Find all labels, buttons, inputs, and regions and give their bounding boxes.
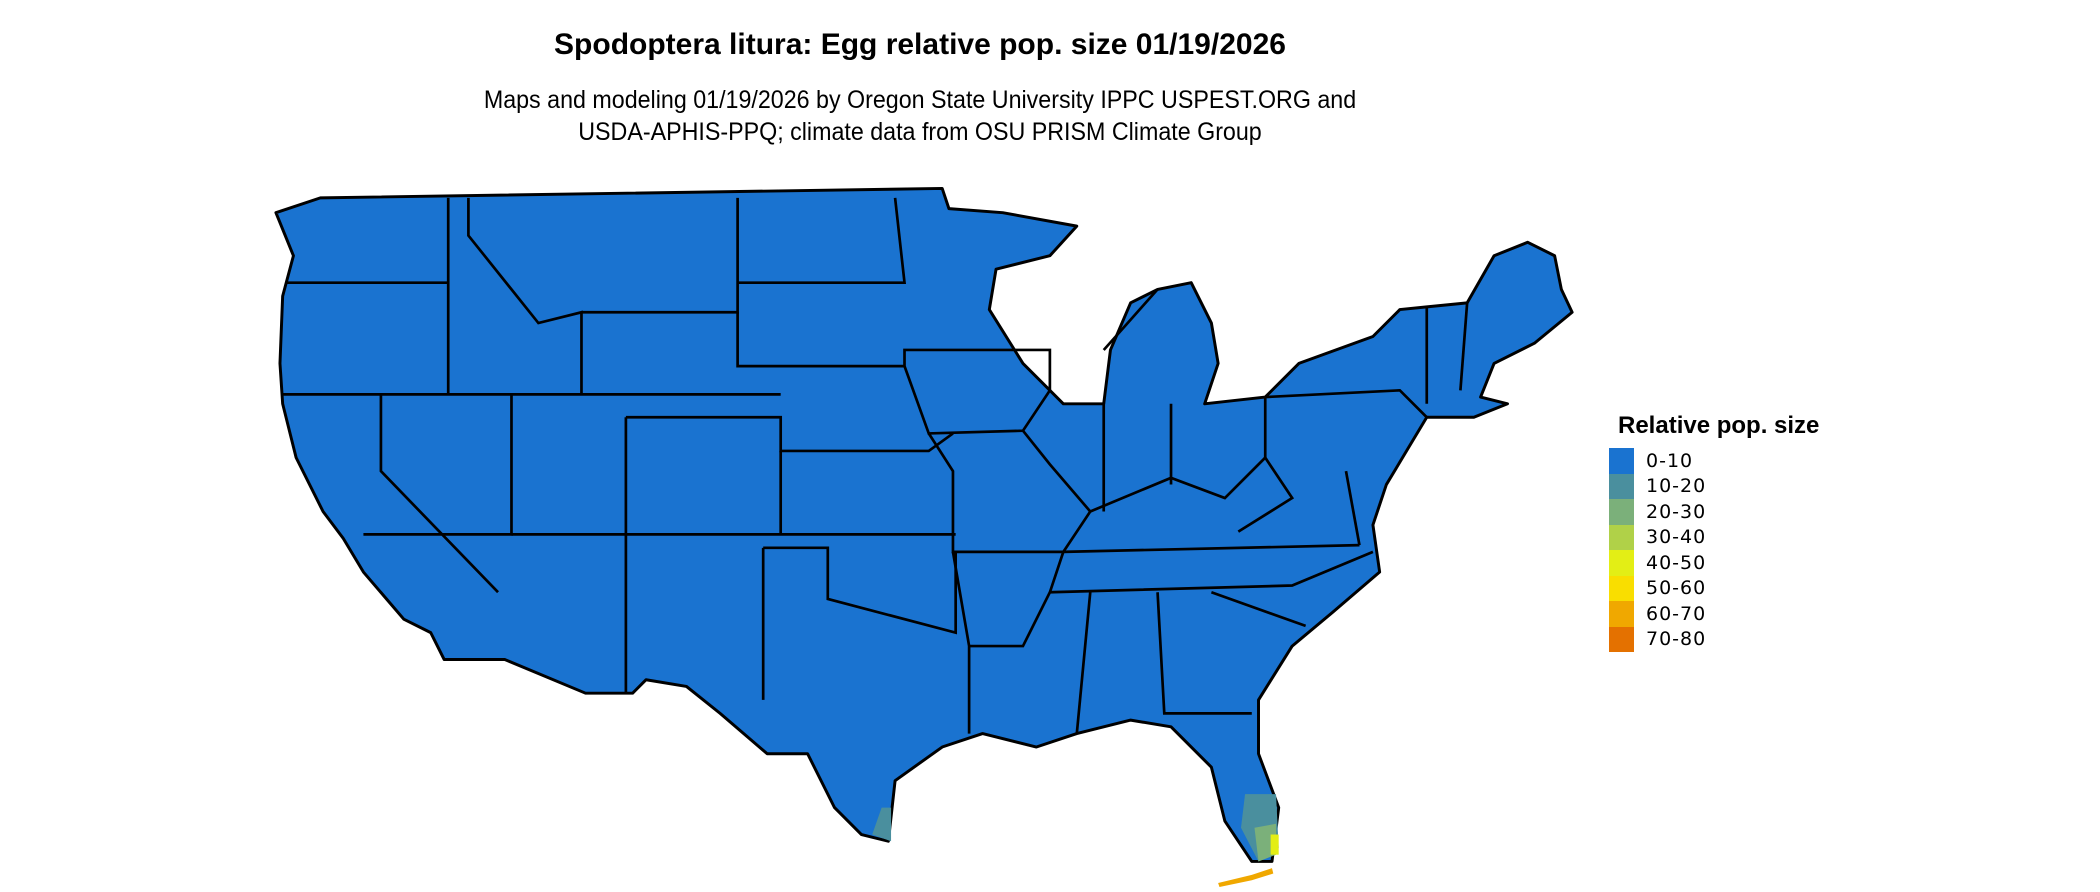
legend-item: 40-50 — [1609, 550, 1819, 576]
legend-item: 30-40 — [1609, 524, 1819, 550]
map-subtitle-line2: USDA-APHIS-PPQ; climate data from OSU PR… — [578, 118, 1262, 146]
legend-swatch — [1609, 550, 1634, 576]
legend-swatch — [1609, 601, 1634, 627]
legend-item: 60-70 — [1609, 601, 1819, 627]
legend-label: 30-40 — [1646, 526, 1707, 549]
legend-label: 10-20 — [1646, 475, 1707, 498]
region-florida-keys-60-70 — [1218, 868, 1274, 888]
map-title: Spodoptera litura: Egg relative pop. siz… — [554, 28, 1286, 61]
legend-label: 40-50 — [1646, 551, 1707, 574]
legend-label: 0-10 — [1646, 449, 1694, 472]
legend-item: 0-10 — [1609, 448, 1819, 474]
legend-title: Relative pop. size — [1618, 412, 1820, 439]
region-texas-coast-10-20 — [872, 807, 892, 842]
legend-label: 70-80 — [1646, 628, 1707, 651]
legend-item: 70-80 — [1609, 626, 1819, 652]
region-florida-20-30 — [1254, 823, 1277, 862]
legend-swatch — [1609, 448, 1634, 474]
state-borders — [282, 197, 1469, 734]
legend-swatch — [1609, 575, 1634, 601]
legend-item: 50-60 — [1609, 575, 1819, 601]
legend-label: 50-60 — [1646, 577, 1707, 600]
region-florida-40-50 — [1270, 834, 1279, 855]
legend-item: 20-30 — [1609, 499, 1819, 525]
legend-label: 60-70 — [1646, 602, 1707, 625]
us-outline — [274, 186, 1574, 863]
legend-label: 20-30 — [1646, 500, 1707, 523]
map-subtitle-line1: Maps and modeling 01/19/2026 by Oregon S… — [483, 86, 1357, 114]
legend-item: 10-20 — [1609, 473, 1819, 499]
legend: Relative pop. size 0-10 10-20 20-30 30-40 40… — [1609, 412, 1819, 652]
legend-swatch — [1609, 499, 1634, 525]
legend-swatch — [1609, 473, 1634, 499]
legend-swatch — [1609, 626, 1634, 652]
legend-swatch — [1609, 524, 1634, 550]
